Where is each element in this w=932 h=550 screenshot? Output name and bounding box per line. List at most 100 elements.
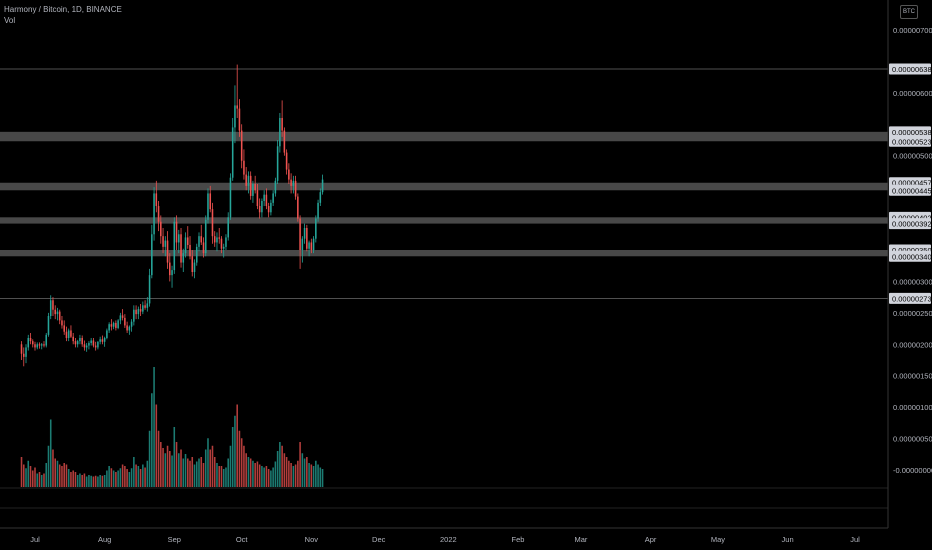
volume-bar-107 <box>261 466 263 487</box>
symbol-title[interactable]: Harmony / Bitcoin, 1D, BINANCE <box>4 5 122 14</box>
volume-bar-117 <box>283 453 286 487</box>
candle-body-21 <box>67 330 70 338</box>
volume-bar-1 <box>22 464 25 487</box>
volume-bar-31 <box>90 475 92 487</box>
candle-body-102 <box>249 175 252 196</box>
volume-bar-132 <box>317 464 319 487</box>
price-label-8: 0.00000340 <box>889 250 932 262</box>
volume-bar-4 <box>29 466 32 487</box>
candle-body-90 <box>222 246 225 249</box>
pane-separators <box>0 0 889 529</box>
candle-body-11 <box>45 334 48 346</box>
currency-badge[interactable]: BTC <box>900 5 918 19</box>
volume-bar-29 <box>85 476 88 487</box>
price-label-bg-2 <box>889 135 931 147</box>
candle-body-43 <box>117 320 119 328</box>
x-tick-label-6: 2022 <box>440 535 457 544</box>
volume-bar-111 <box>270 470 272 487</box>
support-resistance-zones <box>0 131 888 257</box>
candle-body-105 <box>256 190 259 206</box>
volume-bar-89 <box>220 466 223 487</box>
candle-body-99 <box>243 160 245 175</box>
candle-body-85 <box>211 209 214 237</box>
candle-body-124 <box>299 218 301 250</box>
volume-bar-65 <box>166 445 169 487</box>
candle-body-91 <box>225 237 227 247</box>
volume-bar-84 <box>209 449 212 487</box>
volume-bar-126 <box>303 458 306 487</box>
volume-bar-39 <box>108 466 110 487</box>
x-tick-label-3: Oct <box>236 535 249 544</box>
volume-bar-53 <box>139 469 142 487</box>
candle-body-70 <box>177 234 180 243</box>
volume-bar-43 <box>117 470 119 487</box>
volume-bar-127 <box>306 457 308 487</box>
candle-body-13 <box>49 300 52 316</box>
candle-body-108 <box>263 194 265 201</box>
volume-bar-121 <box>292 466 295 487</box>
volume-bar-119 <box>288 460 290 487</box>
horizontal-lines <box>0 68 888 299</box>
zone-1 <box>0 182 888 191</box>
candle-body-27 <box>81 338 83 345</box>
candle-body-28 <box>83 344 86 348</box>
candle-body-96 <box>236 105 238 109</box>
x-tick-label-7: Feb <box>512 535 525 544</box>
candle-body-48 <box>128 326 131 331</box>
volume-bar-113 <box>274 461 277 487</box>
candle-body-129 <box>310 242 313 250</box>
candle-body-117 <box>283 130 286 153</box>
candle-body-103 <box>252 184 254 196</box>
price-label-text-5: 0.00000402 <box>892 213 932 222</box>
candle-body-25 <box>76 341 79 345</box>
candle-body-49 <box>130 321 133 327</box>
volume-bar-57 <box>148 430 151 487</box>
volume-bars <box>20 367 324 487</box>
y-tick-label-1: 0.00000600 <box>893 89 932 98</box>
volume-bar-71 <box>180 449 182 487</box>
price-label-text-3: 0.00000457 <box>892 179 932 188</box>
volume-bar-22 <box>70 472 72 487</box>
volume-bar-35 <box>99 475 101 487</box>
candle-body-118 <box>285 152 288 170</box>
volume-bar-61 <box>157 430 160 487</box>
candle-body-68 <box>173 221 176 271</box>
volume-legend[interactable]: Vol <box>4 16 16 25</box>
candle-body-71 <box>180 234 182 263</box>
x-tick-label-5: Dec <box>372 535 386 544</box>
volume-bar-33 <box>94 475 97 487</box>
volume-bar-63 <box>162 448 164 487</box>
candle-body-77 <box>193 262 196 272</box>
x-tick-label-9: Apr <box>645 535 657 544</box>
x-tick-label-12: Jul <box>850 535 860 544</box>
volume-bar-98 <box>240 438 243 487</box>
price-label-9: 0.00000273 <box>889 292 932 304</box>
y-tick-label-7: 0.00000100 <box>893 403 932 412</box>
candle-body-89 <box>220 238 223 249</box>
price-axis[interactable]: 0.00000700 0.00000600 0.00000500 0.00000300… <box>893 26 932 475</box>
candle-body-55 <box>144 305 146 308</box>
volume-bar-41 <box>112 470 115 487</box>
time-axis[interactable]: Jul Aug Sep Oct Nov Dec 2022 Feb Mar Apr May Jun Jul <box>30 535 860 544</box>
candle-body-134 <box>321 179 324 193</box>
candle-body-26 <box>79 338 81 342</box>
candle-body-112 <box>272 193 274 203</box>
candle-body-53 <box>139 309 142 312</box>
candle-body-87 <box>216 237 218 243</box>
candle-body-114 <box>276 146 279 181</box>
candle-body-110 <box>267 206 270 213</box>
volume-bar-0 <box>20 457 23 487</box>
candle-body-2 <box>25 347 27 357</box>
volume-bar-104 <box>254 463 256 487</box>
volume-bar-54 <box>142 464 144 487</box>
volume-bar-23 <box>72 470 74 487</box>
volume-bar-6 <box>34 467 36 487</box>
volume-bar-24 <box>74 472 77 487</box>
candle-body-92 <box>227 217 229 238</box>
chart-legend: Harmony / Bitcoin, 1D, BINANCE Vol <box>4 4 122 26</box>
y-tick-label-0: 0.00000700 <box>893 26 932 35</box>
candle-body-119 <box>288 169 290 180</box>
volume-bar-8 <box>38 472 41 487</box>
volume-bar-49 <box>130 468 133 487</box>
